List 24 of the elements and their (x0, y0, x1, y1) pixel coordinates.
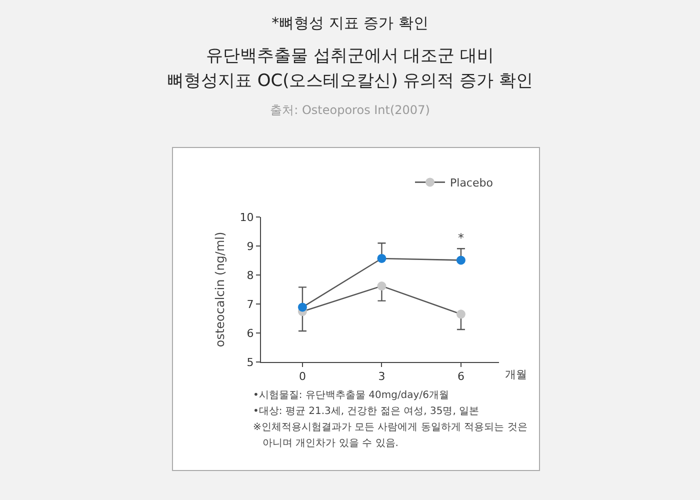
annotation: * (458, 231, 464, 245)
y-tick-label: 5 (246, 356, 254, 369)
chart-subtitle: 유단백추출물 섭취군에서 대조군 대비 뼈형성지표 OC(오스테오칼신) 유의적 증가 확인 (166, 45, 534, 93)
x-tick-label: 6 (457, 370, 464, 384)
text: •시험물질: 유단백추출물 40mg/day/6개월 (253, 390, 449, 401)
y-tick-label: 7 (246, 298, 254, 311)
x-axis-title: 개월 (505, 368, 527, 381)
point (298, 302, 307, 312)
y-tick-label: 8 (246, 268, 254, 282)
y-tick-label: 6 (246, 326, 254, 340)
chart-title: *뼈형성 지표 증가 확인 (270, 14, 430, 33)
text: •대상: 평균 21.3세, 건강한 젊은 여성, 35명, 일본 (253, 406, 480, 417)
point (377, 282, 386, 291)
y-tick-label: 9 (246, 240, 254, 253)
point (377, 254, 386, 263)
x-tick-label: 0 (298, 370, 306, 384)
y-axis-title: osteocalcin (ng/ml) (213, 232, 228, 348)
point (456, 310, 466, 319)
x-tick-label: 3 (378, 370, 386, 384)
text: ※인체적용시험결과가 모든 사람에게 동일하게 적용되는 것은 아니며 개인차가 있을 수 있음. (253, 422, 528, 449)
legend-label: Placebo (450, 176, 494, 190)
source-note: 출처: Osteoporos Int(2007) (269, 102, 431, 119)
point (456, 256, 466, 265)
y-tick-label: 10 (240, 210, 254, 224)
